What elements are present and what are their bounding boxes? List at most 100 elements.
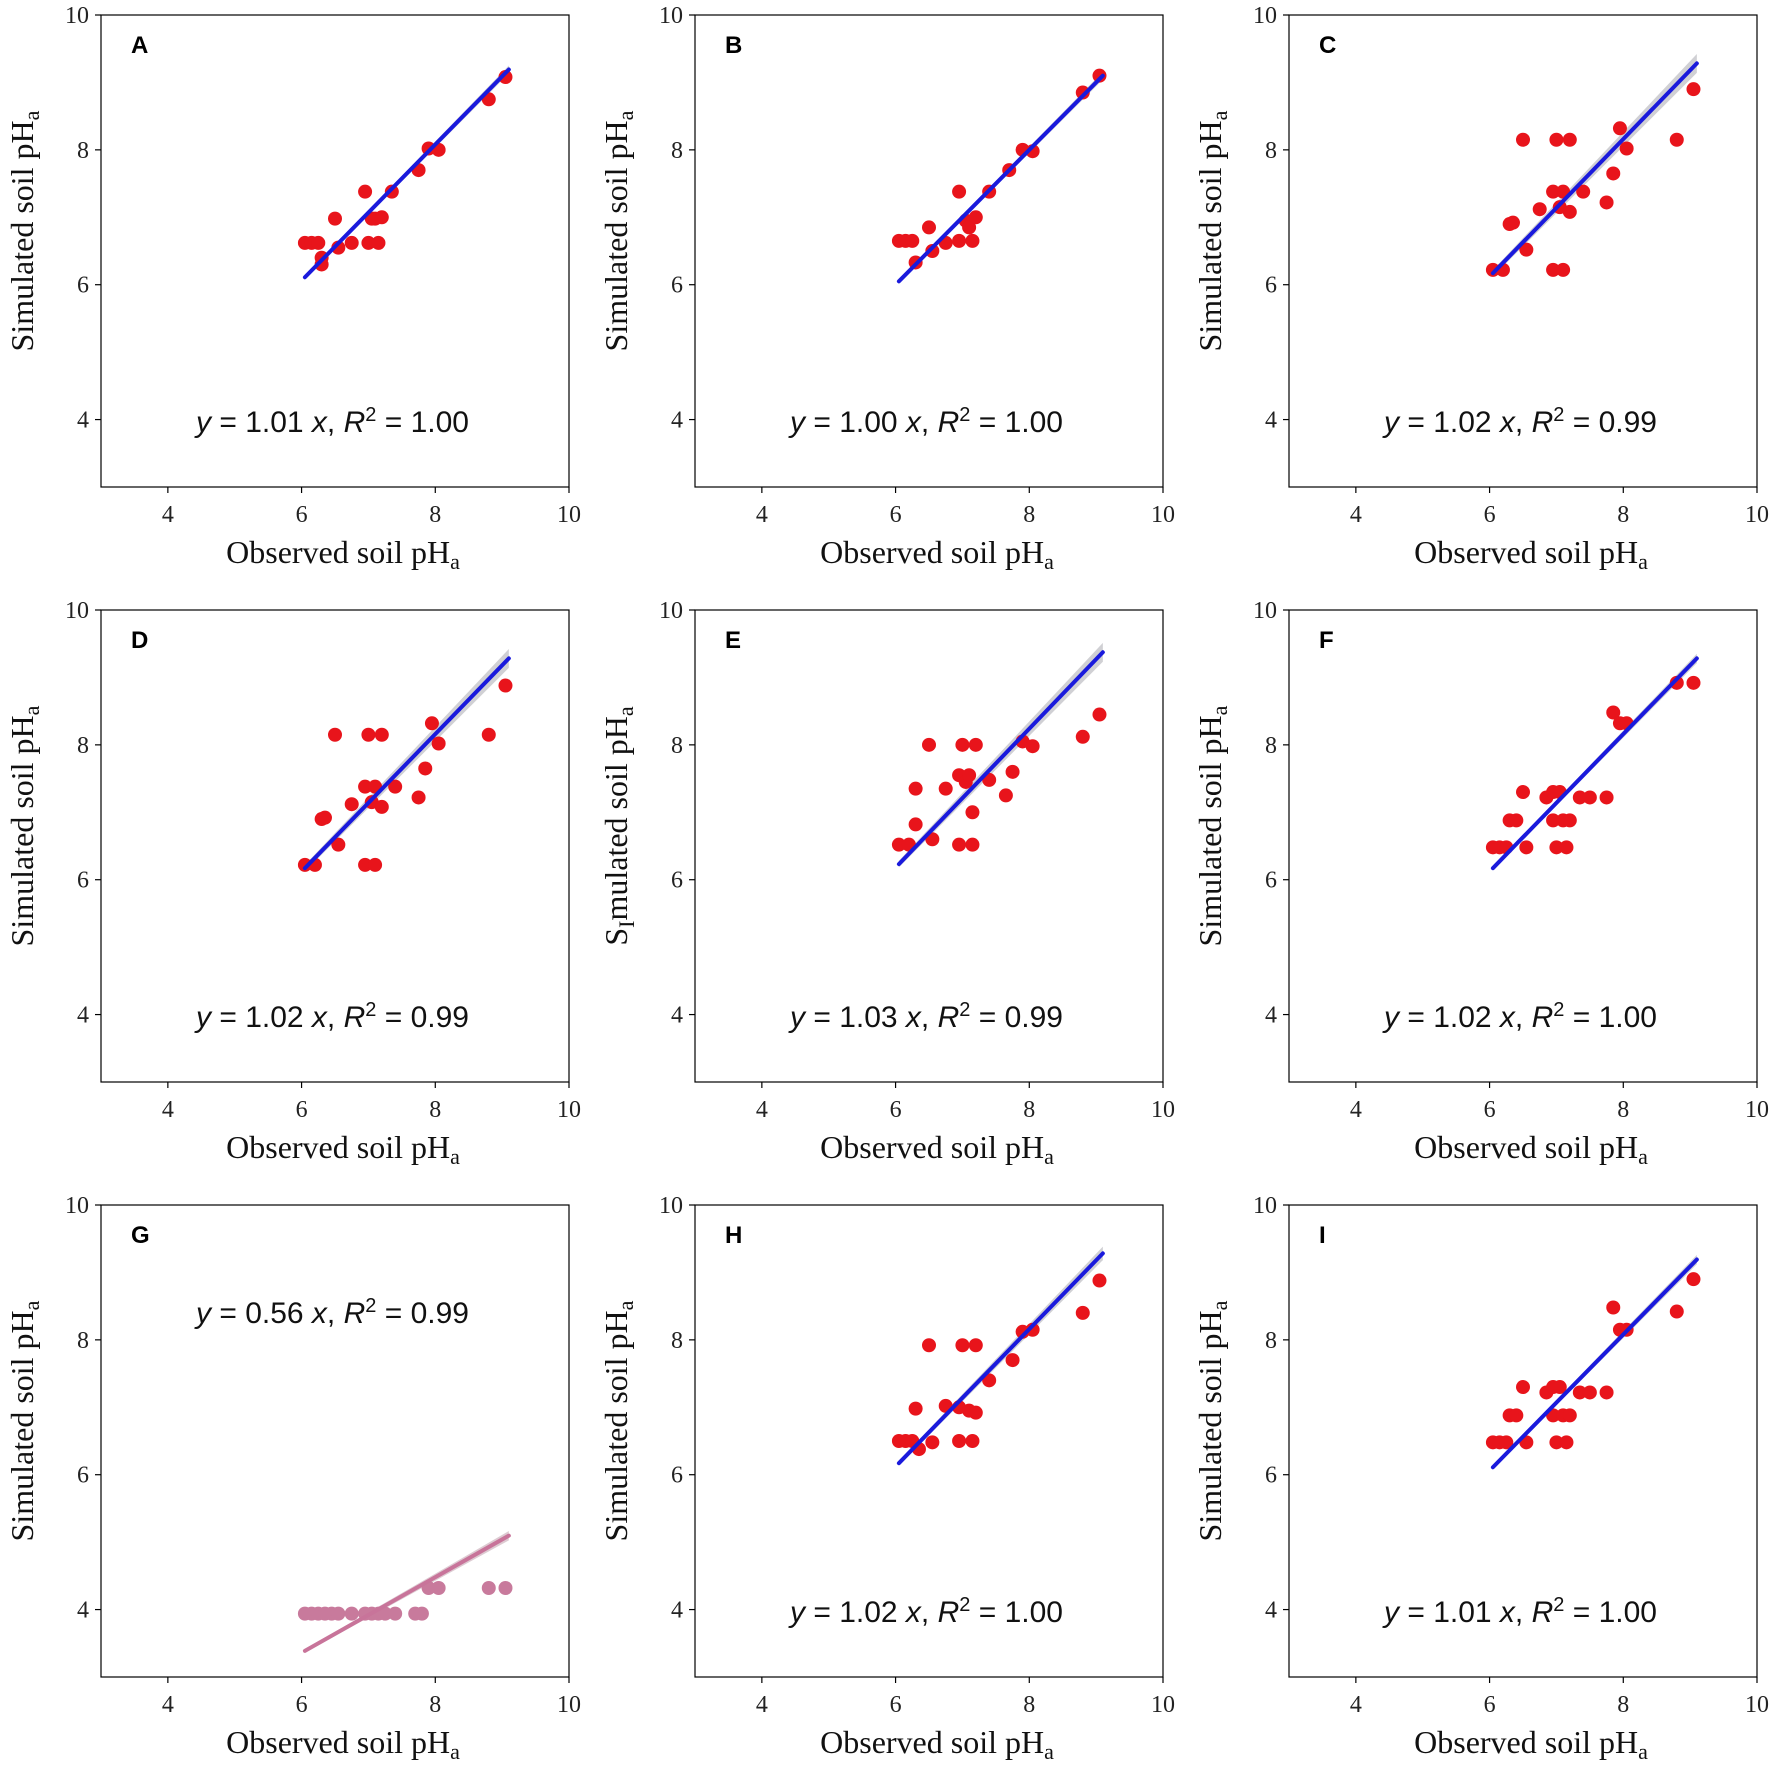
y-tick-label: 8 (77, 1328, 89, 1354)
x-axis-title: Observed soil pHa (226, 1129, 460, 1169)
x-tick-label: 8 (1023, 502, 1035, 528)
y-tick-label: 4 (1265, 408, 1277, 434)
data-point (962, 220, 977, 235)
y-tick-label: 6 (77, 868, 89, 894)
x-axis-title-subscript: a (1638, 1144, 1648, 1169)
data-point (925, 1435, 940, 1450)
regression-equation: y = 1.02 x, R2 = 0.99 (1382, 404, 1657, 439)
x-axis-title-subscript: a (1044, 1739, 1054, 1764)
y-axis-title-subscript: a (19, 1300, 44, 1310)
x-tick-label: 6 (296, 502, 308, 528)
data-point (925, 244, 940, 258)
data-point (1025, 1322, 1040, 1337)
data-point (965, 837, 980, 852)
eq-coefficient: = 1.01 (211, 406, 312, 439)
eq-y: y (194, 1297, 213, 1330)
data-point (1562, 1408, 1577, 1423)
y-axis-title-main: Simulated soil pH (598, 1310, 634, 1541)
y-axis-title-main: Simulated soil pH (1192, 715, 1228, 946)
regression-equation: y = 1.02 x, R2 = 1.00 (1382, 999, 1657, 1034)
x-tick-label: 4 (756, 502, 768, 528)
x-axis-title-main: Observed soil pH (226, 534, 450, 570)
x-axis-title: Observed soil pHa (1414, 534, 1648, 574)
y-tick-label: 4 (671, 408, 683, 434)
x-axis-title-subscript: a (450, 1739, 460, 1764)
data-point (1499, 1435, 1514, 1450)
data-point (418, 761, 433, 776)
data-point (968, 737, 983, 752)
x-axis-title-subscript: a (450, 1144, 460, 1169)
eq-r: R (938, 1001, 960, 1034)
eq-coefficient: = 1.03 (805, 1001, 906, 1034)
data-point (1485, 262, 1500, 277)
eq-coefficient: = 0.56 (211, 1297, 312, 1330)
eq-r-superscript: 2 (1553, 999, 1564, 1021)
y-axis-title: Simulated soil pHa (4, 705, 44, 946)
x-tick-label: 10 (1745, 1097, 1769, 1123)
data-point (1509, 813, 1524, 828)
x-axis-title-main: Observed soil pH (226, 1129, 450, 1165)
y-tick-label: 4 (671, 1003, 683, 1029)
data-point (938, 781, 953, 796)
data-point (1686, 1272, 1701, 1287)
y-axis-title-subscript: a (1207, 1300, 1232, 1310)
eq-separator: , (327, 1297, 344, 1330)
eq-y: y (788, 1001, 807, 1034)
y-axis-title-main: Simulated soil pH (4, 715, 40, 946)
x-axis-title-main: Observed soil pH (226, 1724, 450, 1760)
data-point (908, 1401, 923, 1416)
eq-y: y (194, 1001, 213, 1034)
y-tick-label: 10 (65, 3, 89, 29)
x-tick-label: 6 (890, 1097, 902, 1123)
data-point (1559, 1435, 1574, 1450)
eq-r2-value: = 0.99 (376, 1297, 469, 1330)
regression-equation: y = 1.03 x, R2 = 0.99 (788, 999, 1063, 1034)
plot-frame-c (1288, 14, 1758, 488)
eq-r: R (344, 1297, 366, 1330)
data-point (1562, 813, 1577, 828)
eq-r2-value: = 1.00 (1564, 1596, 1657, 1629)
regression-equation: y = 1.01 x, R2 = 1.00 (1382, 1594, 1657, 1629)
data-point (1582, 1385, 1597, 1400)
x-tick-label: 10 (557, 1692, 581, 1718)
data-point (414, 1606, 429, 1621)
data-point (1669, 1304, 1684, 1319)
eq-separator: , (1515, 1596, 1532, 1629)
regression-line (896, 73, 1105, 284)
plot-frame-e (694, 609, 1164, 1083)
data-point (952, 184, 967, 199)
data-point (431, 1580, 446, 1595)
eq-coefficient: = 1.02 (1399, 1001, 1500, 1034)
eq-r-superscript: 2 (959, 1594, 970, 1616)
regression-equation: y = 1.02 x, R2 = 0.99 (194, 999, 469, 1034)
y-tick-label: 8 (671, 138, 683, 164)
y-tick-label: 4 (1265, 1598, 1277, 1624)
y-tick-label: 8 (1265, 733, 1277, 759)
eq-r-superscript: 2 (959, 999, 970, 1021)
regression-line (1490, 61, 1699, 276)
plot-frame-a (100, 14, 570, 488)
data-point (1075, 729, 1090, 744)
eq-y: y (788, 406, 807, 439)
y-tick-label: 6 (1265, 273, 1277, 299)
x-tick-label: 8 (1617, 502, 1629, 528)
x-tick-label: 4 (756, 1097, 768, 1123)
data-point (1669, 132, 1684, 147)
data-point (317, 810, 332, 825)
data-point (891, 837, 906, 852)
eq-r2-value: = 0.99 (970, 1001, 1063, 1034)
data-point (368, 857, 383, 872)
eq-coefficient: = 1.00 (805, 406, 906, 439)
data-point (1532, 202, 1547, 217)
eq-x: x (1498, 1001, 1516, 1034)
y-axis-title: Simulated soil pHa (1192, 1300, 1232, 1541)
eq-x: x (310, 406, 328, 439)
data-point (498, 678, 513, 693)
data-point (922, 737, 936, 752)
y-tick-label: 6 (671, 868, 683, 894)
y-axis-title-subscript: a (1207, 705, 1232, 715)
